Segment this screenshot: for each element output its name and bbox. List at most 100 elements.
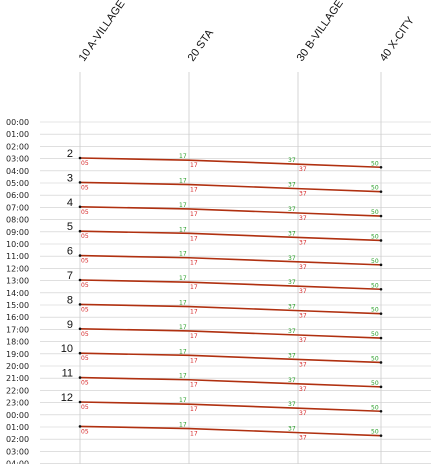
departure-minute: 17 — [190, 235, 198, 242]
time-label: 05:00 — [6, 179, 29, 188]
train-number: 4 — [67, 197, 73, 209]
train-end-dot — [379, 312, 383, 315]
train-start-dot — [78, 303, 82, 306]
train-end-dot — [379, 165, 383, 169]
time-label: 21:00 — [6, 374, 29, 383]
arrival-minute: 17 — [179, 422, 187, 429]
arrival-minute: 50 — [371, 209, 379, 216]
departure-minute: 05 — [81, 331, 89, 338]
train-line — [79, 376, 382, 388]
train-end-dot — [379, 214, 383, 218]
arrival-minute: 50 — [371, 307, 379, 314]
train-line — [79, 205, 382, 217]
arrival-minute: 37 — [288, 426, 296, 433]
arrival-minute: 37 — [288, 401, 296, 408]
time-label: 04:00 — [6, 460, 29, 464]
departure-minute: 17 — [190, 309, 198, 316]
departure-minute: 37 — [299, 410, 307, 417]
arrival-minute: 17 — [179, 373, 187, 380]
time-label: 03:00 — [6, 155, 29, 164]
train-start-dot — [78, 205, 82, 209]
train-start-dot — [78, 278, 82, 282]
arrival-minute: 17 — [179, 153, 187, 160]
train-start-dot — [78, 229, 82, 233]
time-label: 18:00 — [6, 338, 29, 347]
arrival-minute: 37 — [288, 352, 296, 359]
time-label: 17:00 — [6, 325, 29, 334]
departure-minute: 37 — [299, 239, 307, 246]
departure-minute: 05 — [81, 306, 89, 313]
departure-minute: 37 — [299, 337, 307, 344]
departure-minute: 37 — [299, 166, 307, 173]
arrival-minute: 17 — [179, 251, 187, 258]
arrival-minute: 50 — [371, 258, 379, 265]
departure-minute: 05 — [81, 380, 89, 387]
train-line — [79, 157, 382, 169]
station-axis: 10 A-VILLAGE 20 STA 30 B-VILLAGE 40 X-CITY — [77, 0, 418, 64]
train-line — [79, 303, 382, 315]
train-start-dot — [78, 254, 82, 257]
time-label: 12:00 — [6, 264, 29, 273]
train-number: 11 — [62, 368, 73, 380]
arrival-minute: 37 — [288, 377, 296, 384]
train-number: 7 — [67, 270, 73, 282]
time-label: 10:00 — [6, 240, 29, 249]
time-label: 11:00 — [6, 252, 29, 261]
departure-minute: 05 — [81, 233, 89, 240]
departure-minute: 17 — [190, 333, 198, 340]
time-label: 19:00 — [6, 350, 29, 359]
train-end-dot — [379, 361, 383, 364]
time-label: 07:00 — [6, 203, 29, 212]
arrival-minute: 17 — [179, 202, 187, 209]
arrival-minute: 17 — [179, 348, 187, 355]
time-label: 14:00 — [6, 289, 29, 298]
arrival-minute: 50 — [371, 355, 379, 362]
train-line — [79, 254, 382, 266]
arrival-minute: 37 — [288, 182, 296, 189]
departure-minute: 05 — [81, 404, 89, 411]
train-start-dot — [78, 181, 82, 184]
train-number: 3 — [67, 172, 73, 184]
departure-minute: 05 — [81, 209, 89, 216]
departure-minute: 05 — [81, 160, 89, 167]
departure-minute: 37 — [299, 386, 307, 393]
train-line — [79, 181, 382, 193]
arrival-minute: 17 — [179, 300, 187, 307]
train-line — [79, 401, 382, 413]
time-label: 16:00 — [6, 313, 29, 322]
train-line — [79, 425, 382, 437]
time-label: 20:00 — [6, 362, 29, 371]
arrival-minute: 17 — [179, 178, 187, 185]
train-end-dot — [379, 190, 383, 193]
arrival-minute: 37 — [288, 279, 296, 286]
arrival-minute: 37 — [288, 230, 296, 237]
arrival-minute: 50 — [371, 160, 379, 167]
train-line — [79, 279, 382, 291]
time-label: 09:00 — [6, 228, 29, 237]
arrival-minute: 37 — [288, 304, 296, 311]
train-start-dot — [78, 156, 82, 160]
departure-minute: 17 — [190, 162, 198, 169]
departure-minute: 17 — [190, 406, 198, 413]
station-label: 40 X-CITY — [378, 14, 418, 63]
time-label: 08:00 — [6, 216, 29, 225]
train-end-dot — [379, 287, 383, 291]
arrival-minute: 50 — [371, 380, 379, 387]
train-number: 9 — [67, 319, 73, 331]
arrival-minute: 37 — [288, 157, 296, 164]
time-label: 04:00 — [6, 167, 29, 176]
arrival-minute: 50 — [371, 233, 379, 240]
time-label: 00:00 — [6, 411, 29, 420]
train-end-dot — [379, 385, 383, 389]
train-end-dot — [379, 263, 383, 267]
